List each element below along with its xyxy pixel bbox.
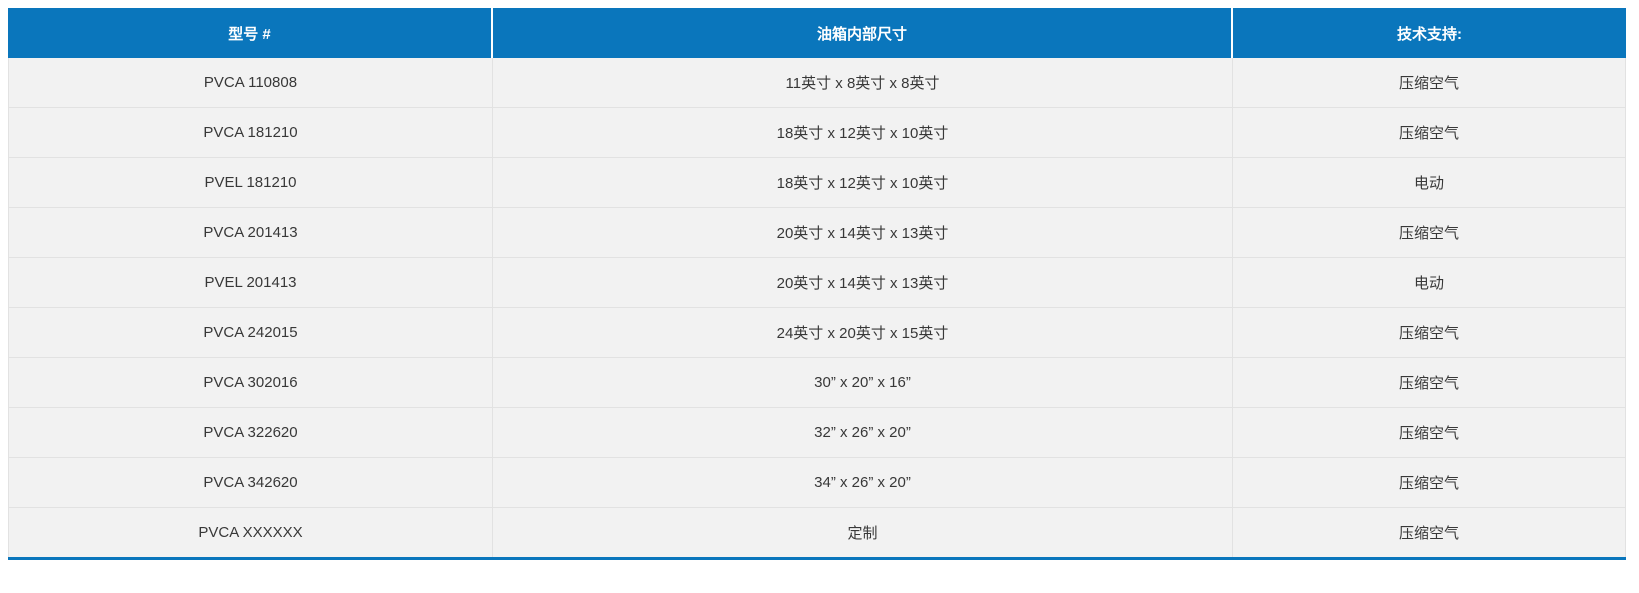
support-cell: 压缩空气: [1233, 358, 1626, 408]
dimensions-cell: 18英寸 x 12英寸 x 10英寸: [493, 158, 1233, 208]
support-cell: 电动: [1233, 258, 1626, 308]
product-models-table: 型号 # 油箱内部尺寸 技术支持: PVCA 110808 11英寸 x 8英寸 …: [8, 8, 1626, 560]
table-row: PVCA 302016 30” x 20” x 16” 压缩空气: [8, 358, 1626, 408]
dimensions-cell: 24英寸 x 20英寸 x 15英寸: [493, 308, 1233, 358]
dimensions-cell: 定制: [493, 508, 1233, 557]
support-cell: 压缩空气: [1233, 508, 1626, 557]
table-row: PVCA 181210 18英寸 x 12英寸 x 10英寸 压缩空气: [8, 108, 1626, 158]
support-cell: 压缩空气: [1233, 408, 1626, 458]
support-cell: 压缩空气: [1233, 308, 1626, 358]
model-cell: PVCA 242015: [8, 308, 493, 358]
table-body: PVCA 110808 11英寸 x 8英寸 x 8英寸 压缩空气 PVCA 1812…: [8, 58, 1626, 557]
dimensions-cell: 20英寸 x 14英寸 x 13英寸: [493, 208, 1233, 258]
table-row: PVCA 322620 32” x 26” x 20” 压缩空气: [8, 408, 1626, 458]
dimensions-cell: 18英寸 x 12英寸 x 10英寸: [493, 108, 1233, 158]
model-cell: PVEL 181210: [8, 158, 493, 208]
model-cell: PVCA 110808: [8, 58, 493, 108]
dimensions-cell: 11英寸 x 8英寸 x 8英寸: [493, 58, 1233, 108]
dimensions-cell: 34” x 26” x 20”: [493, 458, 1233, 508]
dimensions-cell: 30” x 20” x 16”: [493, 358, 1233, 408]
dimensions-cell: 20英寸 x 14英寸 x 13英寸: [493, 258, 1233, 308]
table-row: PVCA XXXXXX 定制 压缩空气: [8, 508, 1626, 557]
support-cell: 压缩空气: [1233, 208, 1626, 258]
model-cell: PVCA 322620: [8, 408, 493, 458]
model-cell: PVCA 201413: [8, 208, 493, 258]
support-cell: 电动: [1233, 158, 1626, 208]
table-row: PVCA 242015 24英寸 x 20英寸 x 15英寸 压缩空气: [8, 308, 1626, 358]
support-cell: 压缩空气: [1233, 108, 1626, 158]
model-cell: PVCA XXXXXX: [8, 508, 493, 557]
model-cell: PVCA 342620: [8, 458, 493, 508]
model-cell: PVEL 201413: [8, 258, 493, 308]
table-row: PVEL 181210 18英寸 x 12英寸 x 10英寸 电动: [8, 158, 1626, 208]
table-row: PVCA 110808 11英寸 x 8英寸 x 8英寸 压缩空气: [8, 58, 1626, 108]
table-header: 型号 # 油箱内部尺寸 技术支持:: [8, 8, 1626, 58]
table-row: PVCA 201413 20英寸 x 14英寸 x 13英寸 压缩空气: [8, 208, 1626, 258]
table-row: PVEL 201413 20英寸 x 14英寸 x 13英寸 电动: [8, 258, 1626, 308]
model-cell: PVCA 302016: [8, 358, 493, 408]
support-cell: 压缩空气: [1233, 458, 1626, 508]
header-row: 型号 # 油箱内部尺寸 技术支持:: [8, 8, 1626, 58]
support-cell: 压缩空气: [1233, 58, 1626, 108]
model-cell: PVCA 181210: [8, 108, 493, 158]
column-header-model: 型号 #: [8, 8, 493, 58]
column-header-support: 技术支持:: [1233, 8, 1626, 58]
column-header-dimensions: 油箱内部尺寸: [493, 8, 1233, 58]
dimensions-cell: 32” x 26” x 20”: [493, 408, 1233, 458]
table-row: PVCA 342620 34” x 26” x 20” 压缩空气: [8, 458, 1626, 508]
